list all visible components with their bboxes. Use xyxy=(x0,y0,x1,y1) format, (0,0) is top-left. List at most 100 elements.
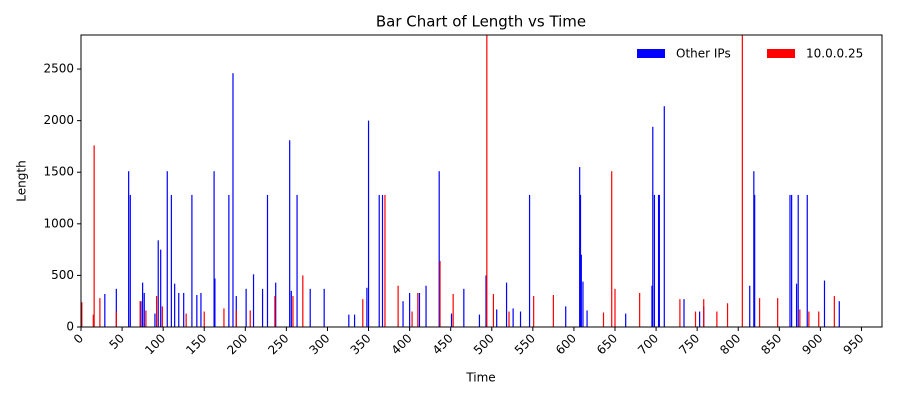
bar xyxy=(266,194,269,327)
bar xyxy=(486,35,488,327)
bar xyxy=(611,171,613,327)
bar xyxy=(694,311,697,327)
bar xyxy=(508,311,510,327)
bar xyxy=(235,310,237,327)
bar xyxy=(161,306,163,327)
bar xyxy=(245,288,247,327)
bar xyxy=(302,275,304,327)
bar xyxy=(411,311,413,327)
bar xyxy=(353,314,356,327)
bar xyxy=(145,310,147,327)
bar xyxy=(795,283,798,327)
x-tick-label: 0 xyxy=(71,331,86,346)
y-tick-label: 0 xyxy=(66,320,74,334)
bar xyxy=(716,311,718,327)
bar xyxy=(170,194,172,327)
bar xyxy=(178,292,180,327)
y-tick-label: 1500 xyxy=(43,165,74,179)
bar xyxy=(749,285,751,327)
x-tick-label: 200 xyxy=(224,331,250,357)
bar xyxy=(81,302,83,327)
x-tick-label: 950 xyxy=(840,331,866,357)
bar xyxy=(409,292,411,327)
x-tick-label: 750 xyxy=(676,331,702,357)
bar xyxy=(99,298,101,327)
x-tick-label: 800 xyxy=(717,331,743,357)
bar xyxy=(154,313,156,327)
bar xyxy=(463,288,465,327)
bar xyxy=(213,171,215,327)
bar xyxy=(657,194,660,327)
x-axis-label: Time xyxy=(465,371,495,385)
bar xyxy=(653,194,656,327)
bar xyxy=(452,293,454,327)
bar xyxy=(366,287,368,327)
bar xyxy=(289,140,291,327)
bar xyxy=(838,301,840,327)
bar xyxy=(651,285,653,327)
bar xyxy=(496,309,498,327)
x-tick-label: 250 xyxy=(265,331,291,357)
bar xyxy=(223,308,225,327)
bar xyxy=(191,194,193,327)
bar xyxy=(362,299,364,327)
bar xyxy=(203,311,205,327)
bar xyxy=(512,308,514,327)
bar xyxy=(683,299,685,327)
plot-area xyxy=(81,35,840,328)
bar xyxy=(478,314,481,327)
bar xyxy=(579,167,581,327)
bar xyxy=(249,310,251,327)
bar xyxy=(450,313,453,327)
bar xyxy=(582,281,584,327)
bar xyxy=(439,260,441,327)
bar xyxy=(703,299,705,327)
bar xyxy=(292,296,294,327)
x-tick-label: 50 xyxy=(106,331,127,352)
bar xyxy=(367,120,370,327)
bar xyxy=(166,171,168,327)
bar xyxy=(528,194,531,327)
x-tick-label: 600 xyxy=(553,331,579,357)
bar xyxy=(261,288,264,327)
x-tick-label: 350 xyxy=(348,331,374,357)
bar xyxy=(290,290,292,327)
bar xyxy=(143,292,145,327)
bar xyxy=(833,296,835,327)
bar xyxy=(425,285,427,327)
x-tick-label: 400 xyxy=(389,331,415,357)
bar xyxy=(115,311,117,327)
x-tick-label: 550 xyxy=(512,331,538,357)
y-tick-label: 500 xyxy=(51,268,74,282)
bar xyxy=(579,194,582,327)
bar xyxy=(228,194,230,327)
bar xyxy=(92,314,94,327)
bar xyxy=(823,280,826,327)
bar xyxy=(492,293,495,327)
bar xyxy=(580,254,582,327)
bar xyxy=(777,298,779,327)
x-tick-label: 150 xyxy=(183,331,209,357)
bar xyxy=(104,293,106,327)
bar xyxy=(214,278,216,327)
legend-swatch xyxy=(767,49,795,58)
bar xyxy=(155,296,158,327)
bar xyxy=(115,288,117,327)
legend-swatch xyxy=(637,49,665,58)
y-tick-label: 2000 xyxy=(43,113,74,127)
bar xyxy=(758,298,761,327)
bar xyxy=(402,301,404,327)
y-tick-label: 1000 xyxy=(43,216,74,230)
bar xyxy=(625,313,627,327)
x-tick-label: 700 xyxy=(635,331,661,357)
bar xyxy=(658,194,660,327)
bar xyxy=(699,311,701,327)
bar xyxy=(586,310,588,327)
bar xyxy=(418,292,421,327)
bar xyxy=(741,35,743,327)
bar xyxy=(129,194,131,327)
bar xyxy=(157,240,159,327)
bar xyxy=(806,194,808,327)
bar xyxy=(505,282,508,327)
bar xyxy=(378,194,380,327)
